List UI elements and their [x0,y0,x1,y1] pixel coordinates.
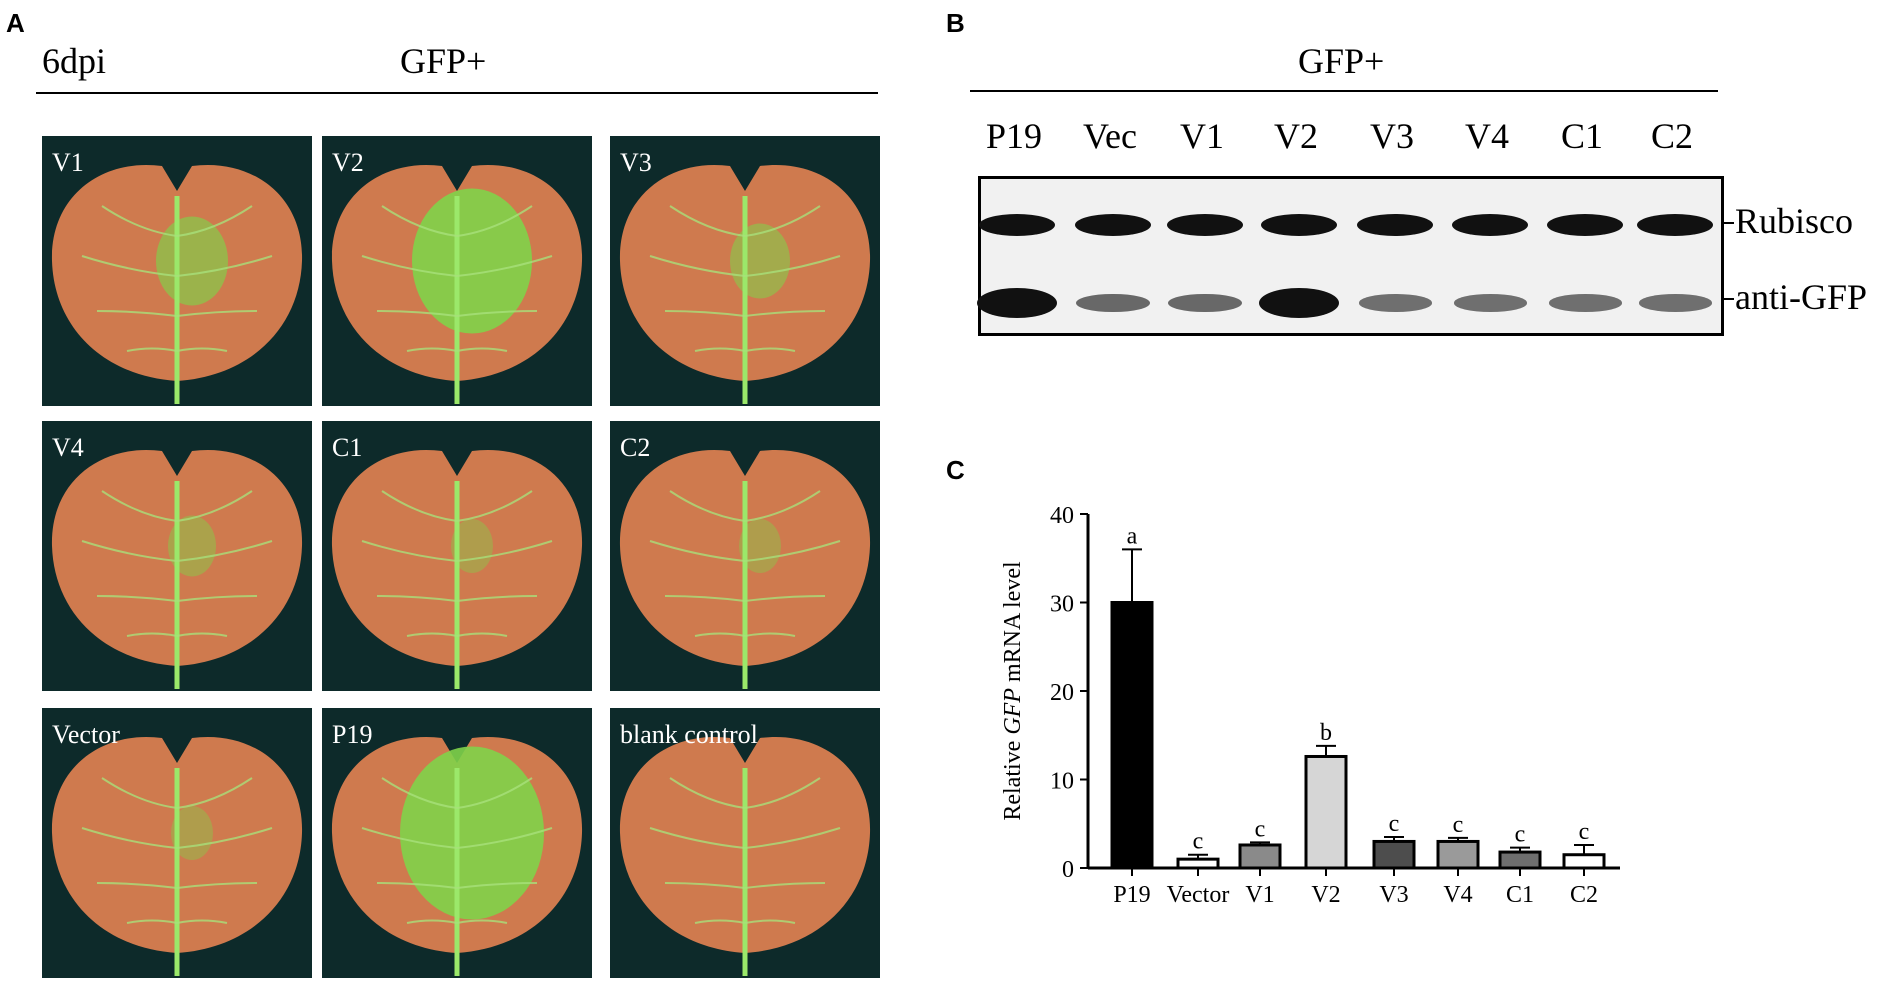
leaf-photo: V3 [610,136,880,406]
panel-c-letter: C [946,455,965,485]
x-tick-label: Vector [1167,882,1230,908]
gfp-band [1638,294,1712,312]
rubisco-marker-tick [1724,222,1734,224]
significance-letter: c [1193,829,1204,855]
x-tick-label: V2 [1311,882,1340,908]
leaf-image [619,736,871,976]
leaf-image [51,164,303,404]
bar [1176,857,1220,870]
x-tick-label: V3 [1379,882,1408,908]
leaf-image [331,736,583,976]
bar [1372,839,1416,870]
leaf-photo: C2 [610,421,880,691]
western-blot [977,176,1724,336]
leaf-image [619,449,871,689]
rubisco-band [1261,214,1337,236]
x-tick-label: V1 [1245,882,1274,908]
rubisco-band [979,214,1055,236]
significance-letter: c [1453,812,1464,838]
leaf-image [51,736,303,976]
blot-lane-label: P19 [985,116,1043,156]
gfp-band [1076,293,1150,313]
rubisco-band [1547,214,1623,236]
panel-a-header: GFP+ [400,41,487,81]
bar [1304,754,1348,870]
leaf-photo: V1 [42,136,312,406]
significance-letter: c [1515,822,1526,848]
significance-letter: c [1579,819,1590,845]
x-tick-label: V4 [1443,882,1472,908]
panel-a-header-rule [36,92,878,94]
bar [1110,601,1154,870]
panel-a-letter: A [6,8,25,38]
leaf-label: V1 [52,148,84,177]
rubisco-band [1637,214,1713,236]
bar [1562,853,1606,870]
gfp-band [1548,294,1622,312]
significance-letter: b [1320,720,1332,746]
y-tick-label: 0 [1062,857,1074,883]
bar [1238,843,1282,870]
y-tick-label: 30 [1050,592,1074,618]
gfp-band [977,288,1057,318]
blot-lane-label: Vec [1083,116,1137,156]
leaf-photo: Vector [42,708,312,978]
leaf-label: C2 [620,433,651,462]
leaf-photo: V4 [42,421,312,691]
leaf-label: V3 [620,148,652,177]
rubisco-band [1167,214,1243,236]
y-tick-label: 40 [1050,503,1074,529]
gfp-band [1453,294,1527,312]
blot-lane-label: C1 [1560,116,1604,156]
leaf-label: C1 [332,433,363,462]
panel-b-header: GFP+ [1298,41,1385,81]
gfp-band [1358,294,1432,312]
rubisco-marker-label: Rubisco [1735,201,1854,241]
x-tick-label: C1 [1506,882,1534,908]
leaf-label: P19 [332,720,373,749]
y-tick-label: 20 [1050,680,1074,706]
gfp-band [1168,293,1242,313]
leaf-image [51,449,303,689]
bar [1436,839,1480,870]
x-tick-label: P19 [1113,882,1150,908]
blot-lane-label: V3 [1370,116,1414,156]
panel-b-header-rule [970,90,1718,92]
significance-letter: c [1389,811,1400,837]
blot-lane-label: V4 [1465,116,1509,156]
leaf-label: V4 [52,433,84,462]
leaf-label: Vector [52,720,120,749]
rubisco-band [1452,214,1528,236]
y-tick-label: 10 [1050,769,1074,795]
leaf-label: blank control [620,720,758,749]
leaf-photo: blank control [610,708,880,978]
x-tick-label: C2 [1570,882,1598,908]
leaf-photo: P19 [322,708,592,978]
leaf-image [331,164,583,404]
gfp-mrna-bar-chart: 0 10 20 30 40 Relative GFP mRNA level a P19 c Vec… [980,480,1640,940]
leaf-photo: V2 [322,136,592,406]
gfp-band [1259,288,1339,318]
leaf-image [619,164,871,404]
rubisco-band [1075,214,1151,236]
gfp-marker-tick [1724,298,1734,300]
blot-lane-label: V1 [1180,116,1224,156]
y-axis-label: Relative GFP mRNA level [1000,561,1026,821]
leaf-photo: C1 [322,421,592,691]
leaf-image [331,449,583,689]
leaf-label: V2 [332,148,364,177]
blot-lane-label: V2 [1274,116,1318,156]
blot-lane-label: C2 [1650,116,1694,156]
bar [1498,850,1542,870]
panel-b-letter: B [946,8,965,38]
rubisco-band [1357,214,1433,236]
gfp-marker-label: anti-GFP [1735,277,1868,317]
panel-a-timepoint: 6dpi [42,41,107,81]
significance-letter: a [1127,523,1138,549]
significance-letter: c [1255,816,1266,842]
